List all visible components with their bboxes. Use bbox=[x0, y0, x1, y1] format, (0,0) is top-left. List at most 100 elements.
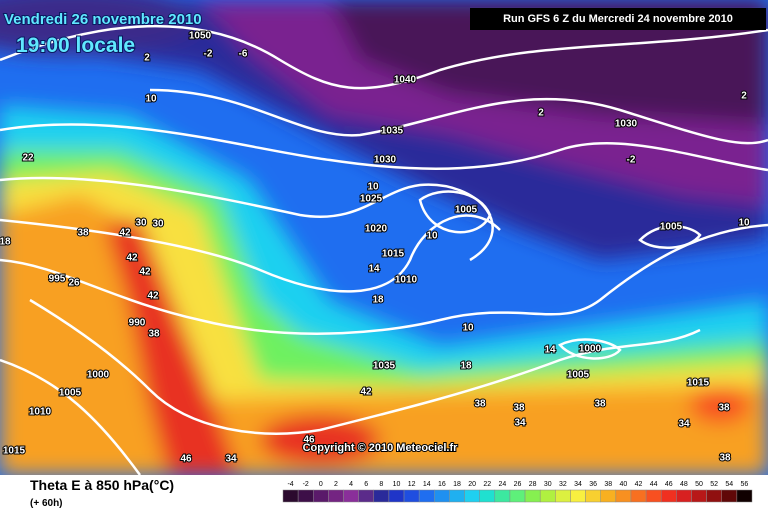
theta-label: 42 bbox=[126, 253, 138, 264]
isobar bbox=[0, 358, 142, 475]
isobar bbox=[149, 88, 768, 145]
scale-box bbox=[479, 489, 496, 503]
isobar-label: 1010 bbox=[29, 407, 52, 418]
isobar-label: 1005 bbox=[59, 388, 82, 399]
scale-label: 32 bbox=[559, 481, 567, 488]
isobar-label: 1010 bbox=[395, 275, 418, 286]
scale-box bbox=[282, 489, 299, 503]
scale-box bbox=[539, 489, 556, 503]
field-red-tongue bbox=[105, 218, 240, 475]
isobar bbox=[0, 123, 768, 172]
isobar-label: 1020 bbox=[365, 224, 388, 235]
scale-box bbox=[585, 489, 601, 503]
scale-label: 4 bbox=[349, 481, 353, 488]
scale-box bbox=[630, 489, 647, 503]
isobar-label: 1050 bbox=[189, 31, 212, 42]
theta-label: 38 bbox=[474, 399, 486, 410]
scale-box bbox=[509, 489, 526, 503]
isobar-label: 1030 bbox=[374, 155, 397, 166]
scale-label: 24 bbox=[498, 481, 506, 488]
scale-label: 16 bbox=[438, 481, 446, 488]
theta-label: 14 bbox=[544, 345, 556, 356]
scale-box bbox=[600, 489, 617, 503]
theta-label: 14 bbox=[368, 264, 380, 275]
scale-label: -2 bbox=[303, 481, 309, 488]
theta-label: 42 bbox=[139, 267, 151, 278]
scale-label: 10 bbox=[393, 481, 401, 488]
run-info: Run GFS 6 Z du Mercredi 24 novembre 2010 bbox=[503, 13, 733, 25]
scale-box bbox=[313, 489, 329, 503]
scale-box bbox=[373, 489, 390, 503]
scale-box bbox=[721, 489, 738, 503]
theta-label: 38 bbox=[719, 453, 731, 464]
scale-box bbox=[555, 489, 571, 503]
isobar bbox=[0, 214, 501, 293]
scale-label: 56 bbox=[741, 481, 749, 488]
isobar-label: 1000 bbox=[579, 344, 602, 355]
scale-box bbox=[494, 489, 511, 503]
theta-label: 18 bbox=[0, 237, 11, 248]
scale-box bbox=[403, 489, 420, 503]
theta-label: 38 bbox=[148, 329, 160, 340]
scale-label: 46 bbox=[665, 481, 673, 488]
theta-label: 2 bbox=[538, 108, 544, 119]
theta-label: 38 bbox=[77, 228, 89, 239]
isobar-label: 990 bbox=[129, 318, 146, 329]
scale-label: 0 bbox=[319, 481, 323, 488]
scale-box bbox=[449, 489, 465, 503]
scale-box bbox=[297, 489, 314, 503]
theta-label: 38 bbox=[718, 403, 730, 414]
isobar bbox=[557, 338, 622, 360]
field-dark-purple bbox=[330, 0, 768, 125]
scale-box bbox=[691, 489, 707, 503]
field-red-blob bbox=[260, 415, 380, 465]
isobar bbox=[29, 298, 701, 435]
isobar-label: 1005 bbox=[567, 370, 590, 381]
isobar-label: 1025 bbox=[360, 194, 383, 205]
scale-box bbox=[418, 489, 435, 503]
scale-box bbox=[388, 489, 405, 503]
scale-label: 52 bbox=[710, 481, 718, 488]
theta-label: 18 bbox=[460, 361, 472, 372]
scale-label: 42 bbox=[635, 481, 643, 488]
theta-label: 22 bbox=[22, 153, 34, 164]
theta-label: 2 bbox=[741, 91, 747, 102]
isobar-label: 1005 bbox=[660, 222, 683, 233]
scale-label: 20 bbox=[468, 481, 476, 488]
theta-label: 42 bbox=[119, 228, 131, 239]
copyright: Copyright © 2010 Meteociel.fr bbox=[303, 442, 459, 454]
isobar-label: 995 bbox=[49, 274, 66, 285]
scale-box bbox=[524, 489, 541, 503]
scale-box bbox=[570, 489, 586, 503]
isobar-label: 1005 bbox=[455, 205, 478, 216]
theta-field: 1040103510301025102010151010100510301005… bbox=[0, 0, 768, 475]
scale-label: 38 bbox=[604, 481, 612, 488]
isobar-label: 1030 bbox=[615, 119, 638, 130]
isobar-label: 1015 bbox=[3, 446, 26, 457]
scale-label: 26 bbox=[514, 481, 522, 488]
isobar bbox=[0, 223, 768, 335]
theta-label: 34 bbox=[678, 419, 690, 430]
theta-label: 38 bbox=[594, 399, 606, 410]
scale-label: 34 bbox=[574, 481, 582, 488]
scale-label: 18 bbox=[453, 481, 461, 488]
theta-label: 34 bbox=[225, 454, 237, 465]
isobar bbox=[638, 225, 702, 250]
scale-box bbox=[660, 489, 677, 503]
scale-box bbox=[676, 489, 692, 503]
theta-label: -6 bbox=[239, 49, 248, 60]
scale-label: 12 bbox=[408, 481, 416, 488]
isobar bbox=[418, 190, 492, 234]
lead-time: (+ 60h) bbox=[30, 498, 63, 509]
scale-label: 48 bbox=[680, 481, 688, 488]
scale-label: 40 bbox=[620, 481, 628, 488]
field-top-left bbox=[0, 0, 200, 55]
scale-box bbox=[328, 489, 344, 503]
color-scale: -4 -2 0 2 4 6 8 10 12 14 16 18 20 22 24 26 28 30 32 34 36 38 4… bbox=[282, 481, 753, 503]
theta-label: -2 bbox=[204, 49, 213, 60]
scale-box bbox=[736, 489, 753, 503]
field-red-east bbox=[690, 387, 750, 423]
scale-box bbox=[434, 489, 450, 503]
isobar-label: 1015 bbox=[687, 378, 710, 389]
